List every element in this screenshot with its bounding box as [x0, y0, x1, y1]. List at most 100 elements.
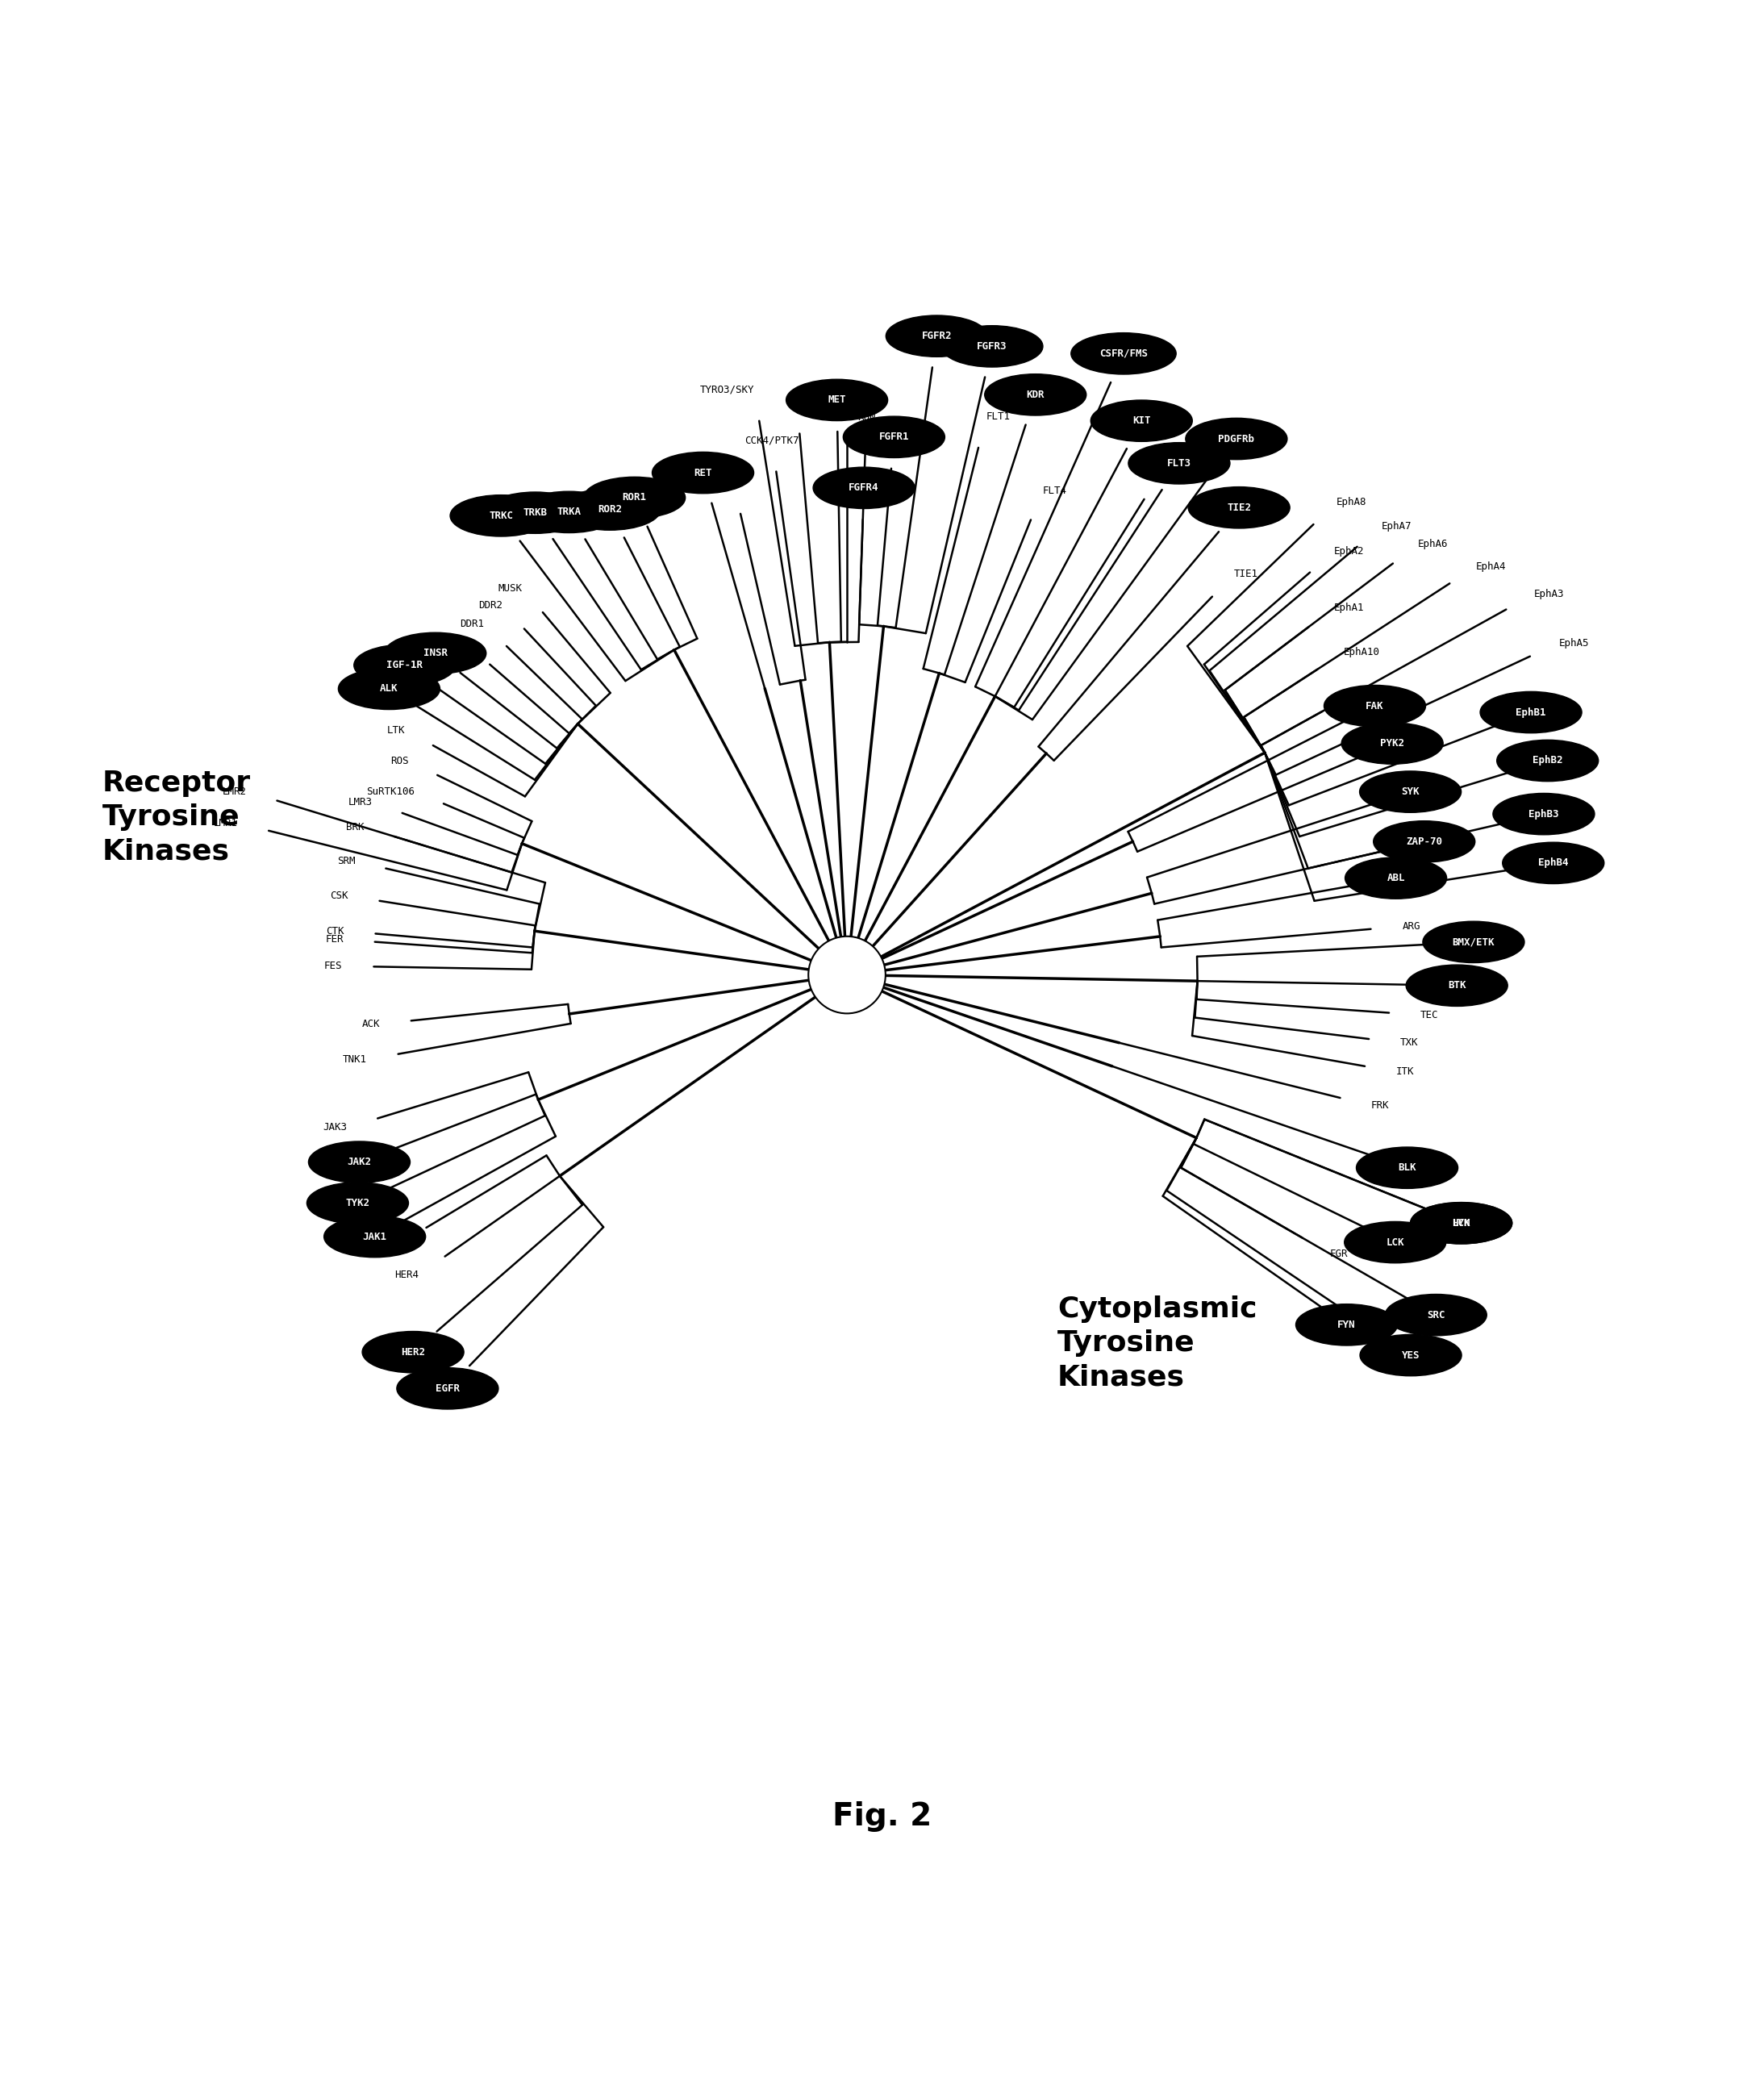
Text: ZAP-70: ZAP-70: [1406, 836, 1443, 846]
Text: EphA2: EphA2: [1334, 545, 1364, 556]
Ellipse shape: [984, 374, 1087, 416]
Text: EphA5: EphA5: [1559, 637, 1589, 648]
Ellipse shape: [355, 644, 455, 686]
Ellipse shape: [362, 1331, 464, 1373]
Text: TIE1: TIE1: [1235, 568, 1258, 579]
Ellipse shape: [385, 633, 487, 673]
Text: CSK: CSK: [330, 890, 348, 901]
Ellipse shape: [1411, 1202, 1512, 1244]
Ellipse shape: [1492, 794, 1595, 834]
Text: EphA3: EphA3: [1533, 589, 1565, 600]
Text: PDGFRa: PDGFRa: [1161, 468, 1198, 479]
Ellipse shape: [1341, 723, 1443, 765]
Text: MUSK: MUSK: [497, 583, 522, 594]
Circle shape: [808, 936, 886, 1014]
Text: FLT3: FLT3: [1168, 458, 1191, 468]
Ellipse shape: [886, 316, 988, 357]
Text: JAK1: JAK1: [363, 1231, 386, 1241]
Text: ABL: ABL: [1387, 874, 1404, 884]
Text: Cytoplasmic
Tyrosine
Kinases: Cytoplasmic Tyrosine Kinases: [1057, 1296, 1258, 1390]
Text: TRKA: TRKA: [557, 508, 580, 518]
Text: JAK2: JAK2: [348, 1158, 372, 1168]
Ellipse shape: [653, 451, 753, 493]
Ellipse shape: [584, 477, 686, 518]
Ellipse shape: [1357, 1147, 1457, 1189]
Ellipse shape: [559, 489, 662, 531]
Text: ROR1: ROR1: [623, 493, 647, 504]
Text: TNK1: TNK1: [342, 1053, 367, 1064]
Text: FYN: FYN: [1337, 1319, 1357, 1329]
Ellipse shape: [1503, 842, 1603, 884]
Text: Fig. 2: Fig. 2: [833, 1802, 931, 1831]
Ellipse shape: [942, 326, 1043, 368]
Text: CSFR/FMS: CSFR/FMS: [1099, 349, 1148, 359]
Ellipse shape: [1297, 1304, 1397, 1346]
Text: ROR2: ROR2: [598, 504, 623, 514]
Text: RET: RET: [693, 468, 713, 479]
Ellipse shape: [813, 468, 916, 508]
Text: TRKC: TRKC: [489, 510, 513, 520]
Ellipse shape: [397, 1367, 499, 1409]
Ellipse shape: [309, 1141, 411, 1183]
Text: FAK: FAK: [1365, 700, 1385, 711]
Text: MET: MET: [827, 395, 847, 405]
Text: SRM: SRM: [337, 857, 355, 867]
Text: EphB3: EphB3: [1529, 809, 1559, 819]
Ellipse shape: [325, 1216, 425, 1258]
Text: LMR1: LMR1: [213, 817, 238, 828]
Ellipse shape: [519, 491, 619, 533]
Text: FES: FES: [325, 961, 342, 972]
Text: HER4: HER4: [395, 1269, 420, 1279]
Text: TEC: TEC: [1420, 1009, 1439, 1020]
Text: YES: YES: [1402, 1350, 1420, 1361]
Text: LTK: LTK: [388, 725, 406, 736]
Text: PDGFRb: PDGFRb: [1219, 433, 1254, 443]
Text: ARG: ARG: [1402, 922, 1420, 932]
Text: FLT1: FLT1: [986, 412, 1011, 422]
Text: LMR2: LMR2: [222, 786, 247, 796]
Text: MER: MER: [838, 395, 856, 405]
Ellipse shape: [1090, 399, 1192, 441]
Ellipse shape: [1344, 857, 1446, 899]
Text: EphB4: EphB4: [1538, 857, 1568, 867]
Text: FER: FER: [325, 934, 344, 945]
Text: FRK: FRK: [1371, 1099, 1388, 1110]
Ellipse shape: [787, 378, 887, 420]
Ellipse shape: [1344, 1221, 1446, 1262]
Text: EphA4: EphA4: [1476, 560, 1506, 571]
Text: KIT: KIT: [1132, 416, 1150, 426]
Text: TYK2: TYK2: [346, 1198, 370, 1208]
Ellipse shape: [1411, 1202, 1512, 1244]
Text: EphA7: EphA7: [1381, 520, 1411, 531]
Ellipse shape: [450, 495, 552, 537]
Text: ROS: ROS: [392, 757, 409, 767]
Text: HER2: HER2: [400, 1346, 425, 1356]
Text: HCK: HCK: [1452, 1218, 1471, 1229]
Text: EphA8: EphA8: [1335, 497, 1367, 508]
Ellipse shape: [1071, 332, 1177, 374]
Text: ITK: ITK: [1395, 1066, 1415, 1076]
Text: DDR1: DDR1: [460, 619, 483, 629]
Ellipse shape: [1360, 771, 1461, 813]
Text: EGFR: EGFR: [436, 1384, 460, 1394]
Ellipse shape: [843, 416, 946, 458]
Ellipse shape: [1185, 418, 1288, 460]
Text: RON: RON: [857, 412, 875, 422]
Text: TIE2: TIE2: [1228, 502, 1251, 512]
Text: IRR: IRR: [448, 637, 466, 648]
Ellipse shape: [1374, 821, 1475, 863]
Text: LCK: LCK: [1387, 1237, 1404, 1248]
Text: PYK2: PYK2: [1379, 738, 1404, 748]
Ellipse shape: [1498, 740, 1598, 782]
Ellipse shape: [1385, 1294, 1487, 1336]
Text: SRC: SRC: [1427, 1310, 1445, 1321]
Ellipse shape: [1480, 692, 1582, 734]
Text: EphA6: EphA6: [1418, 539, 1448, 550]
Ellipse shape: [1360, 1336, 1462, 1375]
Text: RYK: RYK: [714, 479, 734, 489]
Ellipse shape: [1406, 966, 1508, 1005]
Text: LYN: LYN: [1452, 1218, 1471, 1229]
Text: FGFR3: FGFR3: [977, 341, 1007, 351]
Text: SuRTK106: SuRTK106: [367, 786, 415, 796]
Text: EphB2: EphB2: [1533, 754, 1563, 765]
